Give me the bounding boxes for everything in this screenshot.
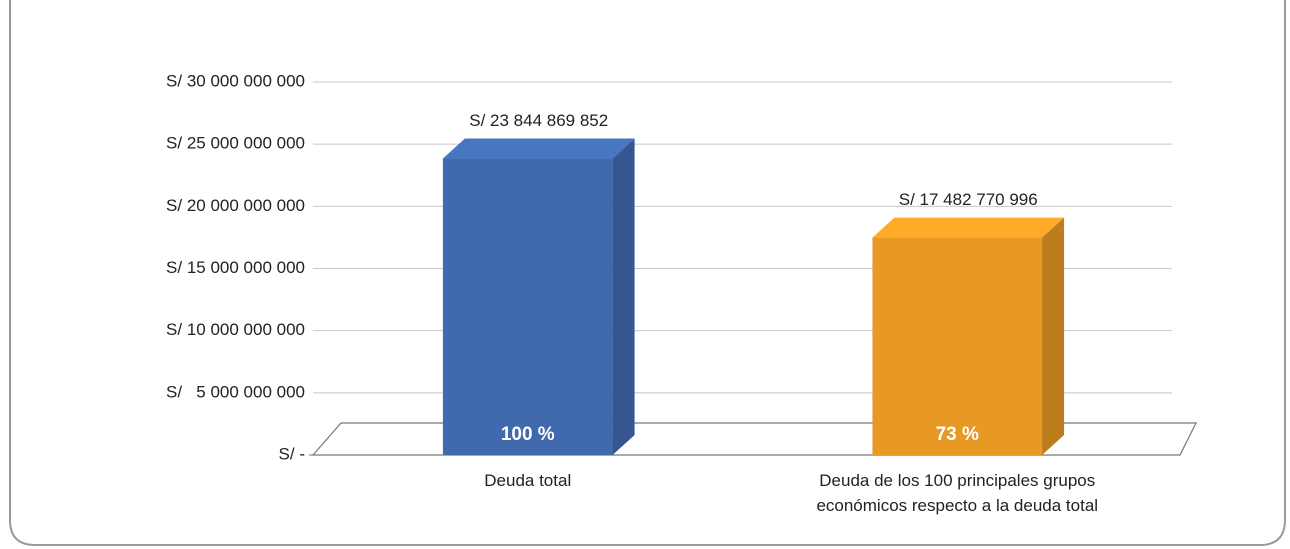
value-label: S/ 17 482 770 996 [899, 190, 1038, 209]
bar [442, 158, 613, 455]
share-label: 100 % [501, 424, 555, 445]
frame [9, 0, 1286, 546]
share-label: 73 % [936, 424, 979, 445]
y-tick-label: S/ 5 000 000 000 [166, 382, 305, 401]
bar [872, 237, 1043, 455]
bar-top [872, 217, 1065, 238]
bar-side [1042, 217, 1065, 455]
x-tick-label: Deuda total [484, 471, 572, 490]
y-tick-label: S/ 25 000 000 000 [166, 134, 305, 153]
y-tick-label: S/ - [279, 444, 305, 463]
y-tick-label: S/ 20 000 000 000 [166, 196, 305, 215]
y-tick-label: S/ 10 000 000 000 [166, 320, 305, 339]
y-tick-label: S/ 15 000 000 000 [166, 258, 305, 277]
bar-side [612, 138, 635, 455]
x-tick-label: Deuda de los 100 principales grupos econ… [816, 471, 1099, 515]
bar-top [442, 138, 635, 159]
y-tick-label: S/ 30 000 000 000 [166, 71, 305, 90]
value-label: S/ 23 844 869 852 [469, 111, 608, 130]
